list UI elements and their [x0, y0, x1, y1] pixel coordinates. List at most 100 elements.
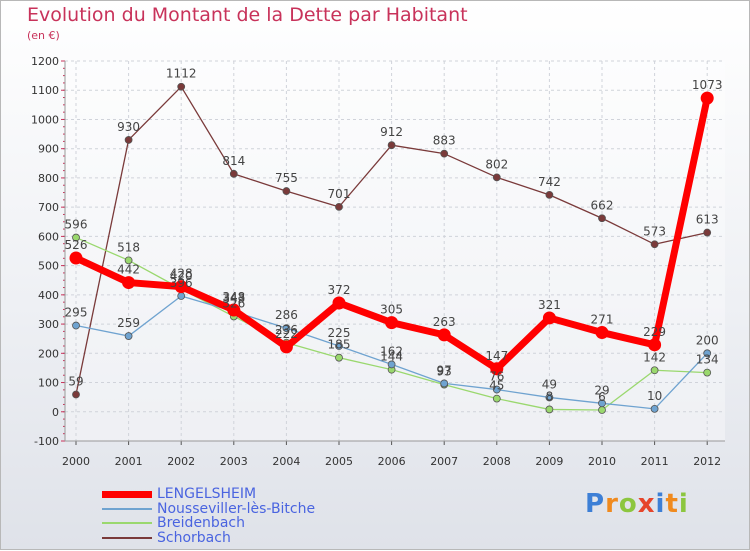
data-label: 286	[275, 308, 298, 322]
data-label: 701	[328, 187, 351, 201]
data-label: 1112	[166, 67, 197, 81]
data-point	[650, 404, 659, 413]
logo-letter: o	[618, 489, 638, 519]
legend-label: Breidenbach	[157, 515, 245, 531]
x-tick-label: 2007	[430, 455, 458, 468]
data-point	[124, 256, 133, 265]
data-point	[229, 169, 238, 178]
data-point	[335, 202, 343, 211]
data-label: 222	[275, 327, 298, 341]
data-point	[72, 233, 80, 242]
logo-letter: r	[605, 489, 619, 519]
legend-swatch	[102, 537, 152, 539]
x-tick-label: 2009	[535, 455, 563, 468]
data-label: 236	[275, 323, 298, 337]
data-label: 259	[117, 316, 140, 330]
data-label: 49	[542, 377, 557, 391]
data-point	[598, 406, 606, 414]
x-tick-label: 2000	[62, 455, 90, 468]
data-label: 76	[489, 370, 504, 384]
x-tick-label: 2002	[167, 455, 195, 468]
x-tick-label: 2006	[378, 455, 406, 468]
data-point	[227, 303, 241, 317]
data-point	[177, 292, 186, 300]
legend-label: Nousseviller-lès-Bitche	[157, 501, 316, 517]
data-label: 396	[170, 276, 193, 290]
data-label: 1073	[692, 78, 723, 92]
data-label: 185	[328, 338, 351, 352]
x-tick-label: 2012	[693, 455, 721, 468]
data-label: 97	[437, 363, 452, 377]
data-label: 573	[643, 224, 666, 238]
data-point	[177, 82, 186, 91]
data-point	[122, 276, 136, 290]
data-label: 755	[275, 171, 298, 185]
x-tick-label: 2011	[641, 455, 669, 468]
data-label: 518	[117, 240, 140, 254]
data-point	[335, 342, 343, 350]
y-tick-label: 300	[38, 318, 59, 331]
data-point	[545, 405, 554, 414]
data-label: 295	[65, 306, 88, 320]
y-tick-label: 1100	[31, 84, 59, 97]
data-point	[387, 360, 396, 369]
data-point	[542, 311, 556, 325]
data-label: 613	[696, 213, 719, 227]
data-point	[545, 190, 554, 199]
data-point	[335, 353, 343, 362]
y-tick-label: 700	[38, 201, 59, 214]
x-tick-label: 2005	[325, 455, 353, 468]
y-tick-label: -100	[34, 435, 59, 448]
data-label: 814	[222, 154, 245, 168]
data-label: 225	[328, 326, 351, 340]
data-point	[595, 326, 609, 340]
y-tick-label: 400	[38, 289, 59, 302]
data-label: 305	[380, 303, 403, 317]
y-tick-label: 500	[38, 260, 59, 273]
data-point	[650, 366, 659, 375]
data-label: 742	[538, 175, 561, 189]
y-tick-label: 900	[38, 143, 59, 156]
y-tick-label: 1200	[31, 55, 59, 68]
data-point	[703, 349, 712, 358]
data-label: 142	[643, 350, 666, 364]
data-label: 10	[647, 389, 662, 403]
y-tick-label: 600	[38, 230, 59, 243]
data-point	[492, 385, 501, 394]
y-tick-label: 0	[52, 406, 59, 419]
legend-label: Schorbach	[157, 530, 231, 546]
data-point	[598, 214, 606, 223]
data-point	[282, 324, 291, 333]
data-label: 372	[328, 283, 351, 297]
data-point	[490, 362, 504, 376]
data-point	[174, 280, 188, 294]
legend-swatch	[102, 508, 152, 510]
data-label: 348	[222, 290, 245, 304]
data-point	[124, 136, 133, 144]
data-label: 662	[591, 198, 614, 212]
y-tick-label: 1000	[31, 113, 59, 126]
logo-letter: i	[655, 489, 666, 519]
data-point	[650, 240, 659, 249]
data-point	[282, 187, 291, 195]
proxiti-logo: Proxiti	[585, 489, 689, 519]
chart-title: Evolution du Montant de la Dette par Hab…	[27, 4, 468, 26]
data-label: 200	[696, 333, 719, 347]
data-label: 59	[68, 375, 83, 389]
data-point	[703, 228, 712, 237]
plot-area	[65, 61, 725, 441]
data-point	[492, 173, 501, 182]
data-point	[437, 328, 451, 342]
data-label: 326	[222, 296, 245, 310]
logo-letter: x	[637, 489, 656, 519]
data-point	[124, 332, 133, 340]
data-point	[279, 340, 293, 354]
data-label: 229	[643, 325, 666, 339]
data-point	[545, 393, 554, 402]
data-point	[648, 338, 662, 352]
data-point	[492, 394, 501, 403]
logo-letter: i	[678, 489, 689, 519]
data-label: 162	[380, 344, 403, 358]
